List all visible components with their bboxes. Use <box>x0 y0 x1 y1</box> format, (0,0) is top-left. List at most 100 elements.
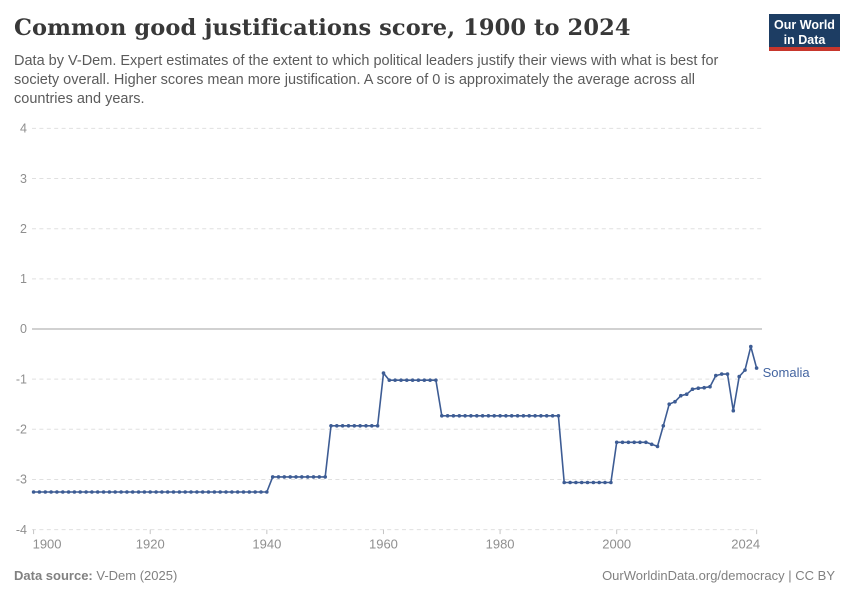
data-point <box>317 475 322 479</box>
subtitle-line-2: society overall. Higher scores mean more… <box>14 72 696 89</box>
data-point <box>113 490 117 494</box>
data-point <box>136 490 141 494</box>
data-point <box>195 490 199 494</box>
data-point <box>200 490 205 494</box>
x-tick-label: 1920 <box>136 537 165 552</box>
data-point <box>241 490 246 494</box>
x-tick-label: 1940 <box>252 537 281 552</box>
data-point <box>49 490 53 494</box>
data-point <box>719 372 724 376</box>
chart-footer: Data source: V-Dem (2025) OurWorldinData… <box>14 568 835 583</box>
data-point <box>749 344 753 349</box>
data-point <box>43 490 48 494</box>
data-point <box>125 490 129 494</box>
data-point <box>165 490 170 494</box>
data-point <box>387 378 392 383</box>
data-point <box>702 385 706 390</box>
data-point <box>556 414 561 418</box>
data-point <box>609 480 613 485</box>
data-point <box>504 414 508 418</box>
data-point <box>235 490 240 494</box>
data-point <box>539 414 543 418</box>
x-tick-label: 1980 <box>486 537 515 552</box>
data-point <box>708 384 712 389</box>
data-source: Data source: V-Dem (2025) <box>14 568 177 583</box>
data-point <box>311 475 316 479</box>
data-source-value: V-Dem (2025) <box>96 568 178 583</box>
data-point <box>340 424 345 428</box>
data-point <box>370 424 374 428</box>
data-point <box>78 490 82 494</box>
logo-red-stripe <box>769 47 840 51</box>
data-point <box>667 402 671 407</box>
data-point <box>189 490 193 494</box>
data-point <box>399 378 403 383</box>
data-point <box>107 490 112 494</box>
data-point <box>119 490 123 494</box>
data-point <box>597 480 601 485</box>
data-point <box>754 366 759 370</box>
entity-label-somalia: Somalia <box>763 365 811 380</box>
data-point <box>352 424 357 428</box>
data-point <box>212 490 217 494</box>
data-point <box>37 490 42 494</box>
data-point <box>457 414 462 418</box>
data-point <box>282 475 287 479</box>
data-point <box>305 475 310 479</box>
data-point <box>440 414 444 418</box>
data-point <box>475 414 479 418</box>
attribution-license-link[interactable]: CC BY <box>795 568 835 583</box>
data-point <box>206 490 211 494</box>
logo-line-2: in Data <box>783 33 826 47</box>
chart-title: Common good justifications score, 1900 t… <box>14 15 631 41</box>
data-point <box>451 414 456 418</box>
attribution-url-link[interactable]: OurWorldinData.org/democracy <box>602 568 785 583</box>
data-point <box>95 490 100 494</box>
chart-subtitle: Data by V-Dem. Expert estimates of the e… <box>14 52 718 110</box>
data-point <box>130 490 135 494</box>
attribution: OurWorldinData.org/democracy | CC BY <box>602 568 835 583</box>
data-point <box>300 475 304 479</box>
data-point <box>679 393 683 398</box>
data-point <box>533 414 537 418</box>
owid-logo[interactable]: Our World in Data <box>769 14 840 51</box>
data-point <box>270 475 275 479</box>
data-point <box>160 490 164 494</box>
data-point <box>445 414 450 418</box>
x-tick-label: 2024 <box>731 537 760 552</box>
data-point <box>183 490 187 494</box>
data-point <box>644 440 648 445</box>
data-point <box>638 440 642 445</box>
data-point <box>591 480 596 485</box>
y-tick-label: 2 <box>20 222 27 236</box>
data-point <box>381 371 386 375</box>
data-point <box>574 480 578 485</box>
data-point <box>684 392 689 397</box>
data-point <box>416 378 421 383</box>
y-tick-label: -4 <box>16 523 27 537</box>
data-point <box>725 372 730 376</box>
data-point <box>224 490 228 494</box>
data-point <box>620 440 625 445</box>
data-point <box>405 378 409 383</box>
data-point <box>428 378 432 383</box>
y-tick-label: 3 <box>20 172 27 186</box>
data-point <box>743 368 747 372</box>
data-point <box>393 378 397 383</box>
subtitle-line-1: Data by V-Dem. Expert estimates of the e… <box>14 53 719 69</box>
data-point <box>364 424 368 428</box>
data-point <box>346 424 351 428</box>
y-tick-label: 0 <box>20 322 27 336</box>
data-point <box>259 490 263 494</box>
data-point <box>253 490 257 494</box>
data-point <box>568 480 572 485</box>
data-point <box>731 408 736 413</box>
data-point <box>696 386 701 391</box>
x-tick-label: 2000 <box>602 537 631 552</box>
data-point <box>579 480 584 485</box>
data-point <box>358 424 362 428</box>
data-point <box>335 424 339 428</box>
data-point <box>550 414 555 418</box>
data-point <box>585 480 590 485</box>
